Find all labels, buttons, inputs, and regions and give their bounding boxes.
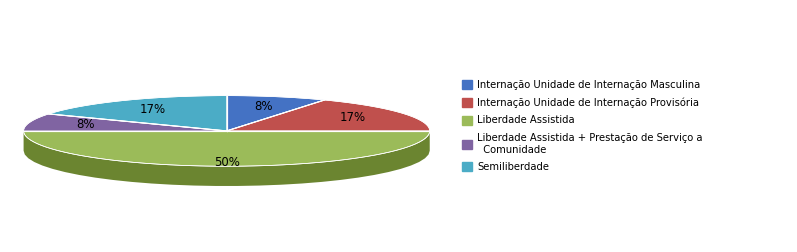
Polygon shape (24, 131, 430, 166)
Text: 50%: 50% (214, 156, 240, 169)
Polygon shape (226, 100, 430, 131)
Text: 17%: 17% (340, 111, 366, 124)
Polygon shape (24, 131, 430, 186)
Text: 8%: 8% (253, 100, 273, 113)
Legend: Internação Unidade de Internação Masculina, Internação Unidade de Internação Pro: Internação Unidade de Internação Masculi… (458, 76, 707, 176)
Polygon shape (49, 96, 226, 131)
Polygon shape (226, 96, 324, 131)
Text: 17%: 17% (139, 103, 165, 116)
Text: 8%: 8% (76, 118, 94, 131)
Polygon shape (24, 114, 226, 131)
